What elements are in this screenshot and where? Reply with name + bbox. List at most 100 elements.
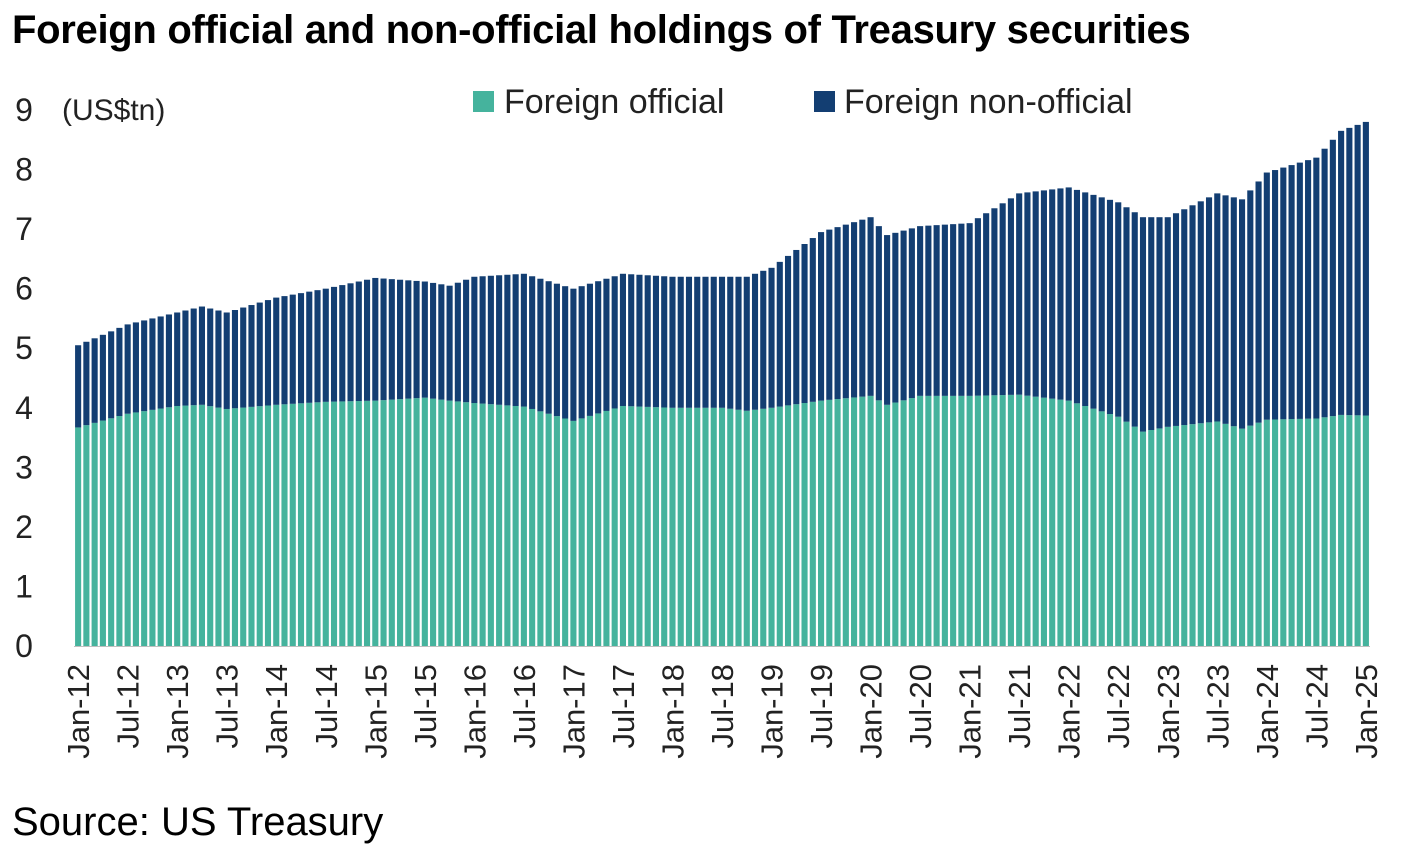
bar-foreign-non-official [1247,190,1254,426]
bar-foreign-official [504,405,511,646]
bar-foreign-official [586,415,593,646]
x-tick-label: Jul-23 [1200,664,1235,748]
y-tick-label: 4 [15,390,33,426]
bar-foreign-non-official [818,232,825,401]
bar-foreign-official [363,400,371,646]
bar-foreign-official [611,408,618,646]
bar-foreign-official [1222,423,1229,646]
bar-foreign-non-official [231,310,239,409]
bar-foreign-non-official [958,223,965,396]
bar-foreign-official [859,396,866,646]
bar-foreign-official [141,411,148,646]
bar-foreign-official [818,400,825,646]
chart-title: Foreign official and non-official holdin… [12,8,1191,52]
x-tick-label: Jul-13 [210,664,245,748]
bar-foreign-official [1230,426,1237,646]
bar-foreign-official [223,408,230,646]
bar-foreign-non-official [1098,197,1105,412]
bar-foreign-non-official [1197,201,1204,424]
bar-foreign-non-official [487,275,494,405]
bar-foreign-official [603,410,610,646]
bar-foreign-non-official [1106,199,1114,415]
bar-foreign-non-official [479,276,486,404]
bar-foreign-non-official [215,310,222,408]
bar-foreign-official [149,409,156,646]
bar-foreign-non-official [124,324,131,414]
x-tick-label: Jul-17 [606,664,641,748]
bar-foreign-non-official [974,218,981,396]
bar-foreign-official [182,405,189,646]
bar-foreign-official [826,399,833,646]
bar-foreign-non-official [1255,181,1262,423]
bar-foreign-official [710,407,717,646]
bar-foreign-non-official [628,274,635,407]
x-tick-label: Jul-16 [507,664,542,748]
bar-foreign-official [479,403,486,646]
bar-foreign-official [297,403,305,646]
bar-foreign-official [1148,430,1155,646]
bar-foreign-non-official [842,224,849,399]
bar-foreign-official [1164,426,1171,646]
legend-label-foreign-official: Foreign official [504,83,725,121]
bar-foreign-official [908,398,915,646]
bar-foreign-non-official [1313,157,1320,419]
bar-foreign-non-official [380,278,387,401]
x-tick-label: Jan-12 [61,664,96,759]
legend: Foreign official Foreign non-official [473,83,1133,121]
x-axis: Jan-12 Jul-12 Jan-13 Jul-13 Jan-14 Jul-14 Jan-… [61,646,1384,759]
bar-foreign-official [677,407,684,646]
bar-foreign-official [636,406,643,646]
bar-foreign-official [91,422,98,646]
bar-foreign-non-official [1354,124,1361,416]
bar-foreign-non-official [355,281,362,402]
bar-foreign-non-official [784,255,792,406]
bar-foreign-official [108,418,115,646]
x-tick-label: Jan-25 [1349,664,1384,759]
bar-foreign-non-official [1338,130,1345,415]
bar-foreign-non-official [438,284,445,400]
bar-foreign-non-official [801,244,808,404]
y-tick-label: 7 [15,211,33,247]
x-tick-label: Jul-21 [1002,664,1037,748]
x-tick-label: Jan-20 [854,664,889,759]
bar-foreign-non-official [273,297,280,405]
x-tick-label: Jul-14 [309,664,344,748]
bar-foreign-official [983,395,990,646]
bar-foreign-non-official [165,314,172,408]
bar-foreign-official [743,410,750,646]
bar-foreign-official [157,408,164,646]
bar-foreign-non-official [1032,191,1039,397]
bar-foreign-official [388,399,395,646]
bar-foreign-non-official [75,345,82,428]
bar-foreign-official [1354,415,1361,646]
y-tick-label: 0 [15,628,33,664]
bar-foreign-non-official [1156,217,1163,429]
bar-foreign-non-official [240,307,247,408]
bar-foreign-official [75,427,82,646]
bar-foreign-official [900,400,907,646]
bar-foreign-non-official [892,232,899,403]
x-tick-label: Jan-24 [1250,664,1285,759]
bar-foreign-official [1338,414,1345,646]
bar-foreign-non-official [999,203,1006,396]
bar-foreign-non-official [388,279,395,400]
bar-foreign-official [471,403,478,646]
x-tick-label: Jul-19 [804,664,839,748]
bar-foreign-official [1305,418,1312,646]
bar-foreign-official [867,395,874,646]
bar-foreign-non-official [1230,197,1237,427]
bar-foreign-non-official [116,327,123,417]
bar-foreign-non-official [413,280,420,399]
bar-foreign-official [1247,425,1254,646]
source-note: Source: US Treasury [12,800,384,844]
bar-foreign-official [1139,431,1147,646]
bar-foreign-non-official [694,276,701,408]
bar-foreign-non-official [619,273,626,406]
bar-foreign-official [1321,417,1328,646]
bar-foreign-non-official [586,283,593,416]
bar-foreign-non-official [867,217,874,396]
bar-foreign-non-official [1057,188,1064,400]
y-tick-label: 2 [15,509,33,545]
bar-foreign-official [917,395,924,646]
x-tick-label: Jan-22 [1052,664,1087,759]
